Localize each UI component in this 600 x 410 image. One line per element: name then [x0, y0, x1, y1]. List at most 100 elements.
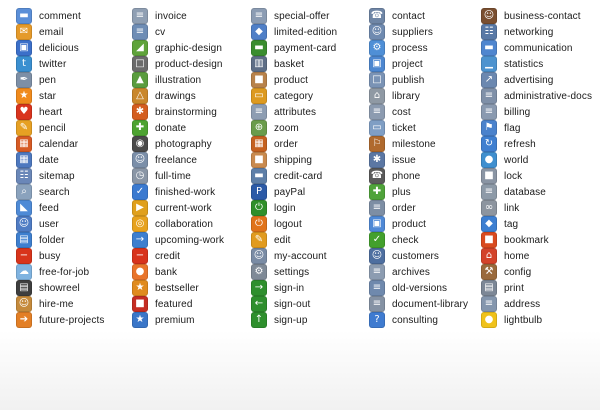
icon-item-sign-in[interactable]: → sign-in — [251, 280, 369, 296]
icon-item-world[interactable]: ● world — [481, 152, 600, 168]
icon-item-ticket[interactable]: ▭ ticket — [369, 120, 481, 136]
icon-item-bank[interactable]: ● bank — [132, 264, 251, 280]
icon-item-consulting[interactable]: ? consulting — [369, 312, 481, 328]
icon-item-zoom[interactable]: ⊕ zoom — [251, 120, 369, 136]
icon-item-comment[interactable]: ▬ comment — [16, 8, 132, 24]
icon-item-cost[interactable]: ≡ cost — [369, 104, 481, 120]
icon-item-milestone[interactable]: ⚐ milestone — [369, 136, 481, 152]
icon-item-free-for-job[interactable]: ☁ free-for-job — [16, 264, 132, 280]
icon-item-limited-edition[interactable]: ◆ limited-edition — [251, 24, 369, 40]
icon-item-plus[interactable]: ✚ plus — [369, 184, 481, 200]
icon-item-full-time[interactable]: ◷ full-time — [132, 168, 251, 184]
icon-item-settings[interactable]: ⚙ settings — [251, 264, 369, 280]
icon-item-finished-work[interactable]: ✓ finished-work — [132, 184, 251, 200]
icon-item-collaboration[interactable]: ◎ collaboration — [132, 216, 251, 232]
icon-item-cv[interactable]: ≡ cv — [132, 24, 251, 40]
icon-item-database[interactable]: ≡ database — [481, 184, 600, 200]
icon-item-logout[interactable]: ⏻ logout — [251, 216, 369, 232]
icon-item-library[interactable]: ⌂ library — [369, 88, 481, 104]
icon-item-illustration[interactable]: ▲ illustration — [132, 72, 251, 88]
icon-item-folder[interactable]: ▤ folder — [16, 232, 132, 248]
icon-item-freelance[interactable]: ☺ freelance — [132, 152, 251, 168]
icon-item-billing[interactable]: ≡ billing — [481, 104, 600, 120]
icon-item-donate[interactable]: ✚ donate — [132, 120, 251, 136]
icon-item-administrative-docs[interactable]: ≡ administrative-docs — [481, 88, 600, 104]
icon-item-credit-card[interactable]: ▬ credit-card — [251, 168, 369, 184]
icon-item-issue[interactable]: ✱ issue — [369, 152, 481, 168]
icon-item-graphic-design[interactable]: ◢ graphic-design — [132, 40, 251, 56]
icon-item-document-library[interactable]: ≡ document-library — [369, 296, 481, 312]
icon-item-pen[interactable]: ✒ pen — [16, 72, 132, 88]
icon-item-publish[interactable]: □ publish — [369, 72, 481, 88]
icon-item-business-contact[interactable]: ☺ business-contact — [481, 8, 600, 24]
icon-item-current-work[interactable]: ▶ current-work — [132, 200, 251, 216]
icon-item-my-account[interactable]: ☺ my-account — [251, 248, 369, 264]
icon-item-refresh[interactable]: ↻ refresh — [481, 136, 600, 152]
icon-item-order[interactable]: ▦ order — [251, 136, 369, 152]
icon-item-featured[interactable]: ■ featured — [132, 296, 251, 312]
icon-item-sign-out[interactable]: ← sign-out — [251, 296, 369, 312]
icon-item-shipping[interactable]: ■ shipping — [251, 152, 369, 168]
icon-item-product[interactable]: ▣ product — [369, 216, 481, 232]
icon-item-special-offer[interactable]: ≡ special-offer — [251, 8, 369, 24]
icon-item-phone[interactable]: ☎ phone — [369, 168, 481, 184]
icon-item-feed[interactable]: ◣ feed — [16, 200, 132, 216]
icon-item-bestseller[interactable]: ★ bestseller — [132, 280, 251, 296]
icon-item-invoice[interactable]: ≡ invoice — [132, 8, 251, 24]
icon-item-payment-card[interactable]: ▬ payment-card — [251, 40, 369, 56]
icon-item-order[interactable]: ≡ order — [369, 200, 481, 216]
icon-item-delicious[interactable]: ▣ delicious — [16, 40, 132, 56]
icon-item-home[interactable]: ⌂ home — [481, 248, 600, 264]
icon-item-busy[interactable]: − busy — [16, 248, 132, 264]
icon-item-star[interactable]: ★ star — [16, 88, 132, 104]
icon-item-future-projects[interactable]: ➔ future-projects — [16, 312, 132, 328]
icon-item-user[interactable]: ☺ user — [16, 216, 132, 232]
icon-item-lock[interactable]: ■ lock — [481, 168, 600, 184]
icon-item-advertising[interactable]: ↗ advertising — [481, 72, 600, 88]
icon-item-contact[interactable]: ☎ contact — [369, 8, 481, 24]
icon-item-hire-me[interactable]: ☺ hire-me — [16, 296, 132, 312]
icon-item-login[interactable]: ⏻ login — [251, 200, 369, 216]
icon-item-search[interactable]: ⌕ search — [16, 184, 132, 200]
icon-item-communication[interactable]: ▬ communication — [481, 40, 600, 56]
icon-item-drawings[interactable]: △ drawings — [132, 88, 251, 104]
icon-item-attributes[interactable]: ≡ attributes — [251, 104, 369, 120]
icon-item-config[interactable]: ⚒ config — [481, 264, 600, 280]
icon-item-product[interactable]: ■ product — [251, 72, 369, 88]
icon-item-photography[interactable]: ◉ photography — [132, 136, 251, 152]
icon-item-process[interactable]: ⚙ process — [369, 40, 481, 56]
icon-item-showreel[interactable]: ▤ showreel — [16, 280, 132, 296]
icon-item-calendar[interactable]: ▦ calendar — [16, 136, 132, 152]
icon-item-tag[interactable]: ◆ tag — [481, 216, 600, 232]
icon-item-flag[interactable]: ⚑ flag — [481, 120, 600, 136]
icon-item-premium[interactable]: ★ premium — [132, 312, 251, 328]
icon-item-basket[interactable]: ▥ basket — [251, 56, 369, 72]
icon-item-heart[interactable]: ♥ heart — [16, 104, 132, 120]
icon-item-check[interactable]: ✓ check — [369, 232, 481, 248]
icon-item-brainstorming[interactable]: ✱ brainstorming — [132, 104, 251, 120]
icon-item-edit[interactable]: ✎ edit — [251, 232, 369, 248]
icon-item-credit[interactable]: − credit — [132, 248, 251, 264]
icon-item-old-versions[interactable]: ≡ old-versions — [369, 280, 481, 296]
icon-item-suppliers[interactable]: ☺ suppliers — [369, 24, 481, 40]
icon-item-sitemap[interactable]: ☷ sitemap — [16, 168, 132, 184]
icon-item-bookmark[interactable]: ■ bookmark — [481, 232, 600, 248]
icon-item-product-design[interactable]: □ product-design — [132, 56, 251, 72]
icon-item-date[interactable]: ▦ date — [16, 152, 132, 168]
icon-item-email[interactable]: ✉ email — [16, 24, 132, 40]
icon-item-networking[interactable]: ☷ networking — [481, 24, 600, 40]
icon-item-link[interactable]: ∞ link — [481, 200, 600, 216]
icon-item-customers[interactable]: ☺ customers — [369, 248, 481, 264]
icon-item-archives[interactable]: ≡ archives — [369, 264, 481, 280]
icon-item-pencil[interactable]: ✎ pencil — [16, 120, 132, 136]
icon-item-statistics[interactable]: ▁ statistics — [481, 56, 600, 72]
icon-item-address[interactable]: ≡ address — [481, 296, 600, 312]
icon-item-category[interactable]: ▭ category — [251, 88, 369, 104]
icon-item-print[interactable]: ▤ print — [481, 280, 600, 296]
icon-item-lightbulb[interactable]: ● lightbulb — [481, 312, 600, 328]
icon-item-sign-up[interactable]: ↑ sign-up — [251, 312, 369, 328]
icon-item-twitter[interactable]: t twitter — [16, 56, 132, 72]
icon-item-upcoming-work[interactable]: → upcoming-work — [132, 232, 251, 248]
icon-item-project[interactable]: ▣ project — [369, 56, 481, 72]
